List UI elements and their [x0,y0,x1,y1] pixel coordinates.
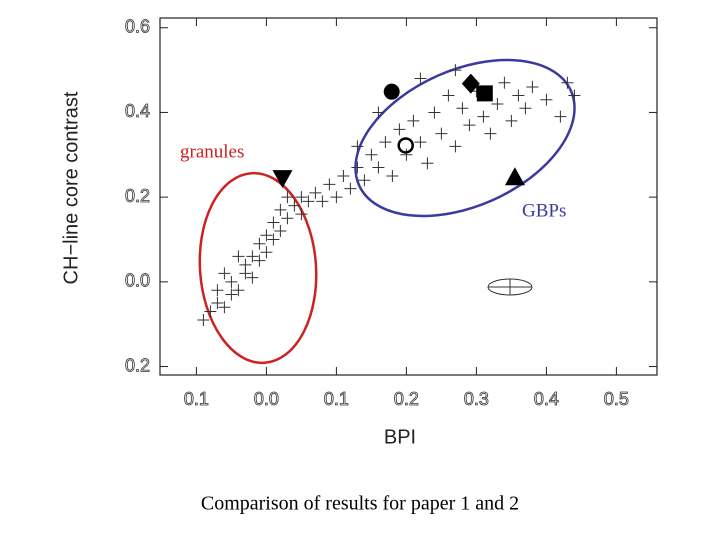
point-plus [295,191,308,204]
x-tick-label: 0.0 [254,389,279,409]
point-plus [407,114,420,127]
y-tick-label: 0.2 [125,186,150,206]
point-plus [386,169,399,182]
point-plus [372,161,385,174]
point-plus [274,225,287,238]
point-plus [428,106,441,119]
annotation-granules: granules [180,141,244,162]
point-plus [246,250,259,263]
point-plus [540,93,553,106]
point-plus [505,114,518,127]
point-plus [260,229,273,242]
point-plus [232,250,245,263]
point-plus [526,81,539,94]
point-open-circle [397,137,414,154]
point-plus [225,288,238,301]
point-plus [379,136,392,149]
point-triangle-down [272,170,293,189]
y-tick-label: 0.4 [125,101,150,121]
gbps-ellipse [354,58,576,218]
y-axis-label: CH−line core contrast [60,91,82,284]
point-plus [337,169,350,182]
point-plus [519,102,532,115]
point-plus [295,208,308,221]
annotation-gbps: GBPs [522,200,566,221]
point-plus [267,216,280,229]
point-plus [442,89,455,102]
point-plus [435,127,448,140]
point-plus [344,182,357,195]
x-tick-label: 0.4 [534,389,559,409]
point-plus [330,191,343,204]
x-axis-label: BPI [384,426,416,448]
point-plus [414,72,427,85]
point-plus [246,271,259,284]
point-triangle-up [504,167,525,186]
point-plus [232,284,245,297]
x-tick-label: 0.5 [604,389,629,409]
point-plus [484,127,497,140]
point-plus [365,148,378,161]
point-plus [260,246,273,259]
point-plus [281,191,294,204]
y-tick-label: 0.2 [125,355,150,375]
point-plus [351,161,364,174]
point-plus [568,89,581,102]
point-square [476,85,493,102]
point-plus [197,313,210,326]
point-plus [512,89,525,102]
y-tick-label: 0.0 [125,271,150,291]
point-plus [218,267,231,280]
point-diamond [461,73,480,94]
point-plus [372,106,385,119]
point-plus [253,237,266,250]
point-plus [449,64,462,77]
point-plus [456,102,469,115]
point-plus [358,174,371,187]
point-plus [400,148,413,161]
point-plus [561,76,574,89]
point-plus [253,254,266,267]
point-plus [463,119,476,132]
point-plus [274,203,287,216]
point-plus [211,284,224,297]
x-tick-label: 0.3 [464,389,489,409]
point-plus [211,297,224,310]
point-plus [498,76,511,89]
point-plus [477,110,490,123]
point-plus [554,110,567,123]
point-plus [393,123,406,136]
point-plus [449,140,462,153]
caption: Comparison of results for paper 1 and 2 [201,493,519,515]
point-plus [239,258,252,271]
point-plus [218,301,231,314]
point-plus [267,233,280,246]
point-circle [383,83,400,100]
point-plus [421,157,434,170]
point-plus [309,186,322,199]
point-plus [288,199,301,212]
point-plus [351,140,364,153]
point-plus [316,195,329,208]
x-tick-label: 0.1 [324,389,349,409]
x-tick-label: 0.1 [184,389,209,409]
granules-ellipse [198,171,318,365]
point-plus [323,178,336,191]
plot-frame [159,17,658,376]
point-plus [491,97,504,110]
point-plus [225,275,238,288]
point-plus [302,195,315,208]
x-tick-label: 0.2 [394,389,419,409]
point-plus [204,305,217,318]
point-plus [414,136,427,149]
point-plus [281,212,294,225]
y-tick-label: 0.6 [125,16,150,36]
